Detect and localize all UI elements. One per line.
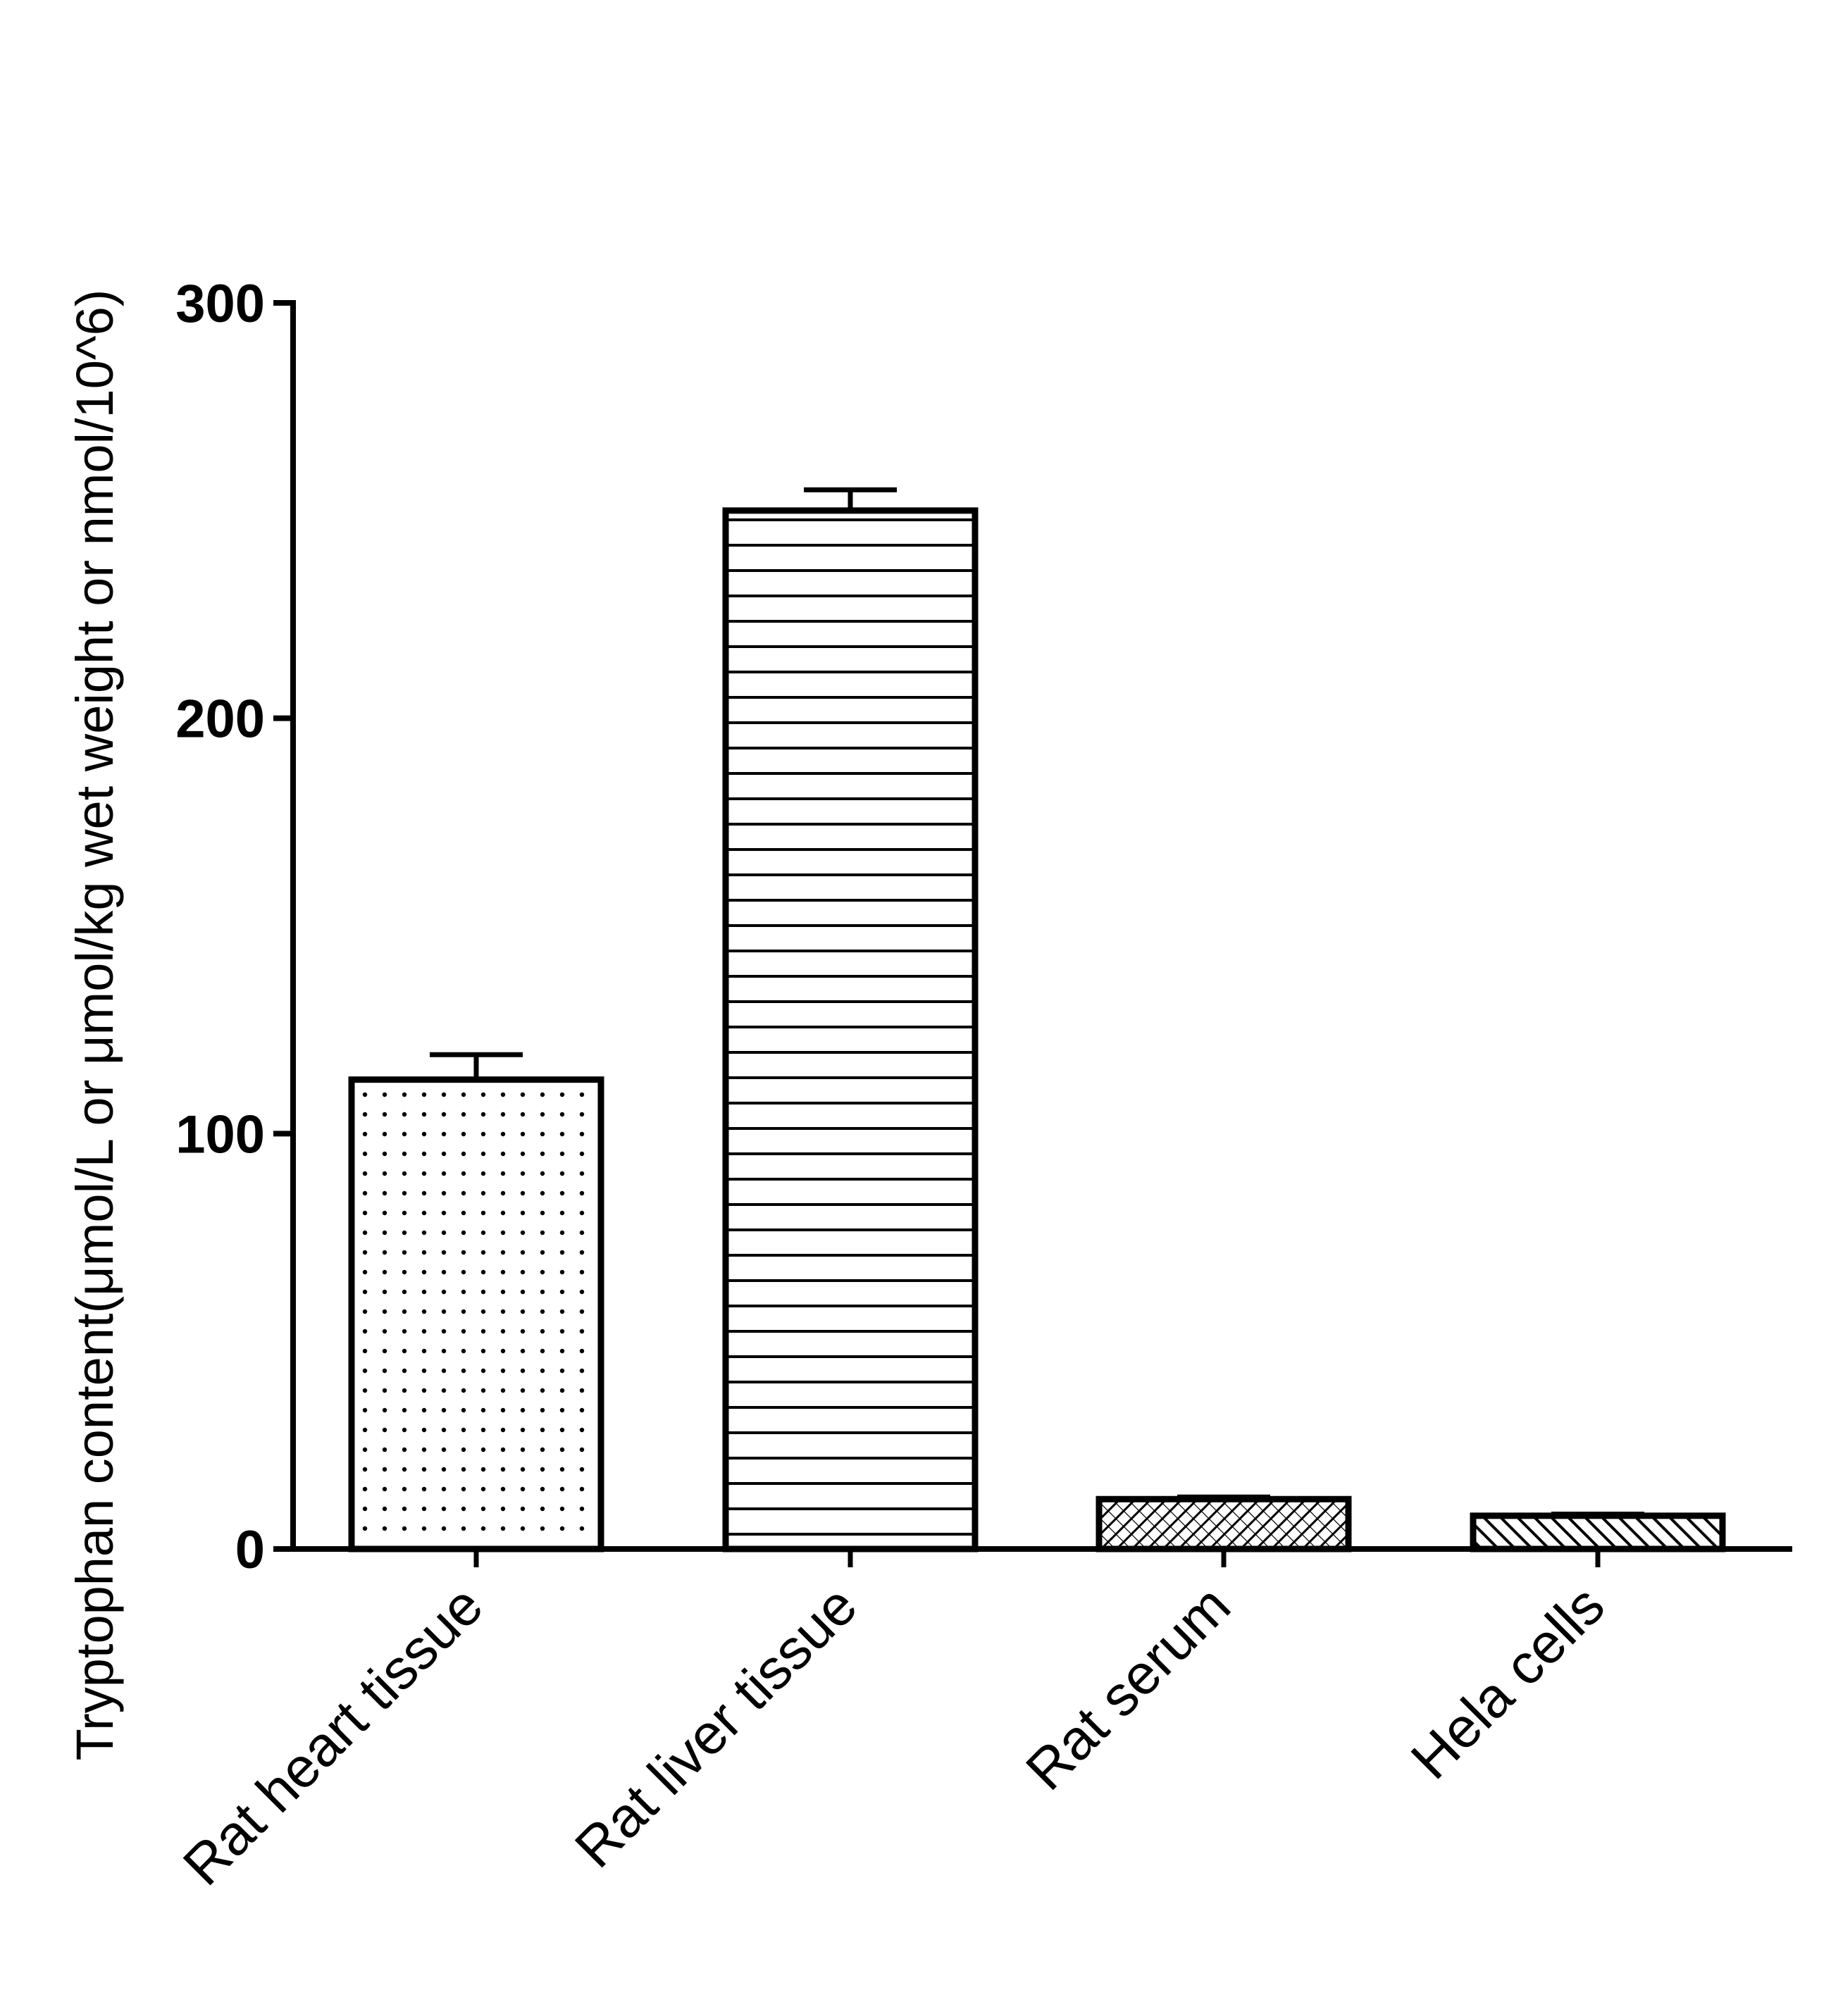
y-tick-label: 300 bbox=[175, 274, 265, 334]
y-ticks: 0 100 200 300 bbox=[175, 274, 293, 1580]
x-tick-label: Rat liver tissue bbox=[563, 1574, 869, 1879]
error-bars-layer bbox=[430, 487, 1644, 1517]
y-tick-label: 0 bbox=[235, 1520, 265, 1580]
x-tick-labels: Rat heart tissue Rat liver tissue Rat seru… bbox=[171, 1574, 1616, 1897]
y-tick-label: 100 bbox=[175, 1105, 265, 1164]
error-bar bbox=[1177, 1494, 1270, 1500]
error-bar bbox=[804, 487, 897, 511]
y-axis-title: Tryptophan content(μmol/L or μmol/kg wet… bbox=[66, 290, 124, 1761]
bar-rat-serum bbox=[1096, 1495, 1352, 1553]
bar-rat-heart-tissue bbox=[348, 1076, 604, 1553]
x-tick-label: Rat serum bbox=[1014, 1574, 1242, 1802]
x-tick-label: Rat heart tissue bbox=[171, 1574, 495, 1897]
x-tick-label: Hela cells bbox=[1399, 1574, 1616, 1791]
error-bar bbox=[430, 1052, 523, 1080]
x-ticks bbox=[473, 1549, 1601, 1567]
bar-rat-liver-tissue bbox=[722, 507, 979, 1553]
bars-layer bbox=[348, 507, 1726, 1553]
y-tick-label: 200 bbox=[175, 690, 265, 749]
y-axis-label: Tryptophan content(μmol/L or μmol/kg wet… bbox=[66, 290, 124, 1761]
error-bar bbox=[1551, 1511, 1644, 1517]
bar-hela-cells bbox=[1470, 1512, 1726, 1553]
